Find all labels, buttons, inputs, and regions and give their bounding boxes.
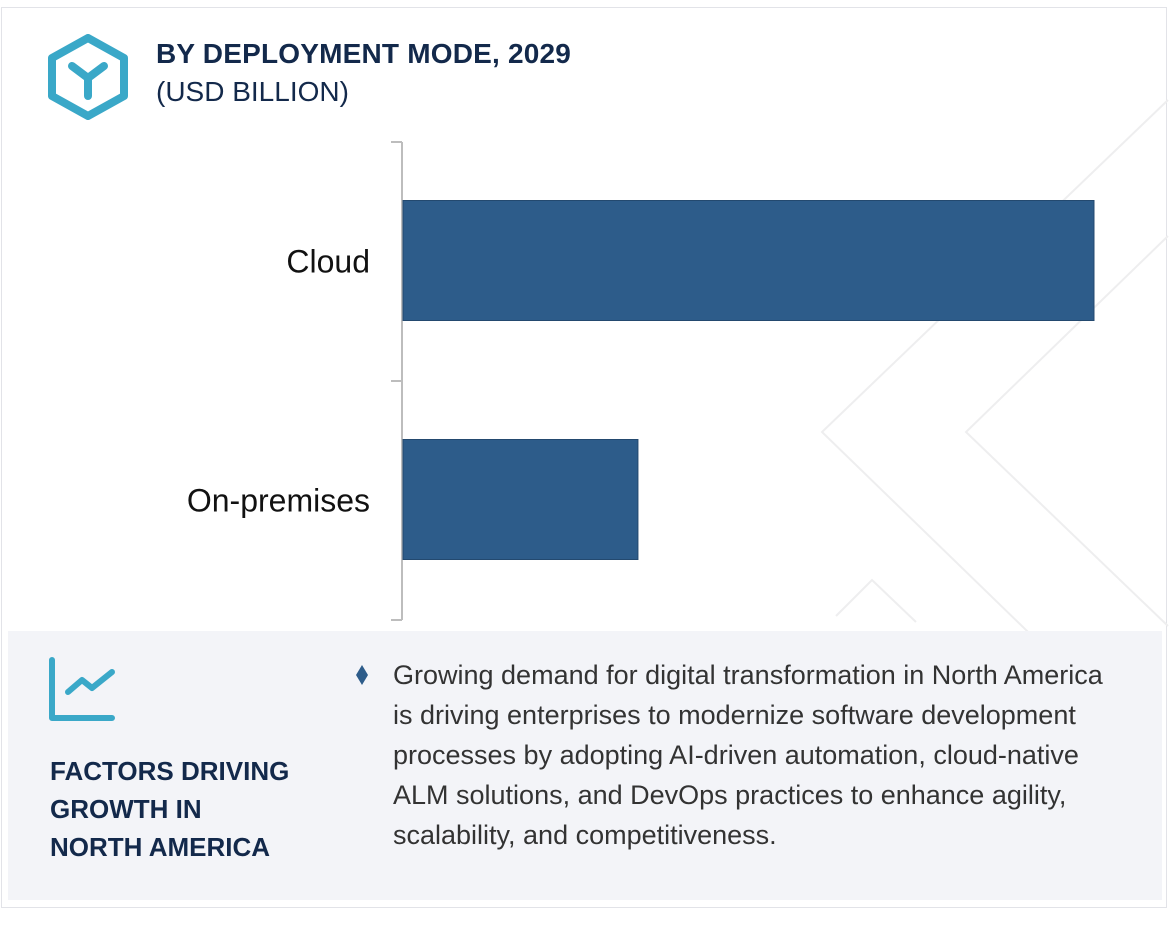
diamond-bullet-icon xyxy=(356,665,368,685)
y-axis xyxy=(391,141,403,621)
bar-chart: Cloud On-premises xyxy=(187,141,1095,621)
bar-on-premises xyxy=(402,439,639,560)
hexagon-y-icon xyxy=(48,34,128,120)
growth-factor-text: Growing demand for digital transformatio… xyxy=(393,660,1103,850)
panel-title-line: GROWTH IN xyxy=(50,794,202,824)
panel-title: FACTORS DRIVING GROWTH IN NORTH AMERICA xyxy=(50,752,330,866)
panel-title-line: NORTH AMERICA xyxy=(50,832,271,862)
growth-factors-panel xyxy=(8,631,1162,900)
bar-cloud xyxy=(402,200,1095,321)
chart-title: BY DEPLOYMENT MODE, 2029 xyxy=(156,38,572,69)
category-label: Cloud xyxy=(286,244,370,280)
line-chart-icon xyxy=(49,657,115,721)
chart-subtitle: (USD BILLION) xyxy=(156,76,349,107)
category-label: On-premises xyxy=(187,483,370,519)
panel-title-line: FACTORS DRIVING xyxy=(50,756,290,786)
